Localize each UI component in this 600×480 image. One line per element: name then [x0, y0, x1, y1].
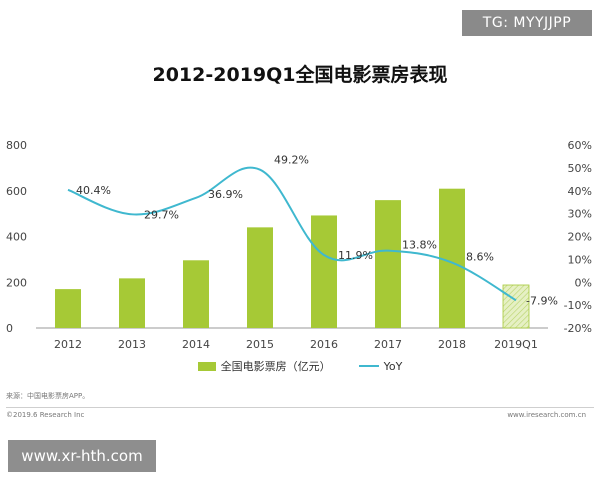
copyright-text: ©2019.6 Research Inc	[6, 411, 85, 419]
x-tick-label: 2016	[310, 338, 338, 351]
yoy-data-label: 8.6%	[466, 251, 494, 264]
x-tick-label: 2017	[374, 338, 402, 351]
bar-box-office-2019Q1	[502, 284, 530, 329]
y-right-tick-label: 60%	[568, 139, 592, 152]
y-right-tick-label: 20%	[568, 231, 592, 244]
yoy-data-label: 11.9%	[338, 249, 373, 262]
yoy-data-label: 49.2%	[274, 154, 309, 167]
bar-box-office-2014	[183, 260, 209, 328]
yoy-data-label: 40.4%	[76, 184, 111, 197]
legend-bar-swatch	[197, 361, 216, 371]
chart-legend: 全国电影票房（亿元） YoY	[0, 358, 600, 374]
x-tick-label: 2014	[182, 338, 210, 351]
legend-label-yoy: YoY	[383, 359, 403, 373]
y-left-tick-label: 800	[6, 139, 27, 152]
x-tick-label: 2015	[246, 338, 274, 351]
bar-box-office-2015	[247, 227, 273, 328]
y-left-tick-label: 600	[6, 185, 27, 198]
bar-box-office-2012	[55, 289, 81, 328]
legend-item-yoy: YoY	[358, 359, 403, 373]
yoy-data-label: 29.7%	[144, 208, 179, 221]
x-tick-label: 2012	[54, 338, 82, 351]
legend-label-box-office: 全国电影票房（亿元）	[220, 360, 331, 373]
y-right-tick-label: 40%	[568, 185, 592, 198]
yoy-line	[67, 166, 517, 302]
chart-title: 2012-2019Q1全国电影票房表现	[152, 64, 448, 86]
y-right-tick-label: 30%	[568, 208, 592, 221]
bar-box-office-2018	[439, 188, 465, 328]
x-tick-label: 2019Q1	[494, 338, 538, 351]
y-right-tick-label: 0%	[575, 276, 592, 289]
x-tick-label: 2018	[438, 338, 466, 351]
yoy-data-label: -7.9%	[526, 294, 558, 307]
y-right-tick-label: 10%	[568, 253, 592, 266]
x-tick-label: 2013	[118, 338, 146, 351]
yoy-data-label: 36.9%	[208, 188, 243, 201]
telegram-badge: TG: MYYJJPP	[462, 10, 592, 36]
y-left-tick-label: 0	[6, 322, 13, 335]
y-right-tick-label: -20%	[564, 322, 592, 335]
watermark-badge: www.xr-hth.com	[8, 440, 156, 472]
y-right-tick-label: 50%	[568, 162, 592, 175]
bar-box-office-2017	[375, 200, 401, 328]
site-url: www.iresearch.com.cn	[507, 411, 586, 419]
bar-box-office-2013	[119, 278, 145, 328]
footer-divider	[6, 407, 594, 408]
y-left-tick-label: 400	[6, 231, 27, 244]
y-left-tick-label: 200	[6, 276, 27, 289]
source-note: 来源：中国电影票房APP。	[6, 392, 90, 400]
bar-box-office-2016	[311, 215, 337, 328]
y-right-tick-label: -10%	[564, 299, 592, 312]
legend-item-box-office: 全国电影票房（亿元）	[197, 358, 331, 374]
yoy-data-label: 13.8%	[402, 239, 437, 252]
legend-line-swatch	[358, 365, 379, 367]
